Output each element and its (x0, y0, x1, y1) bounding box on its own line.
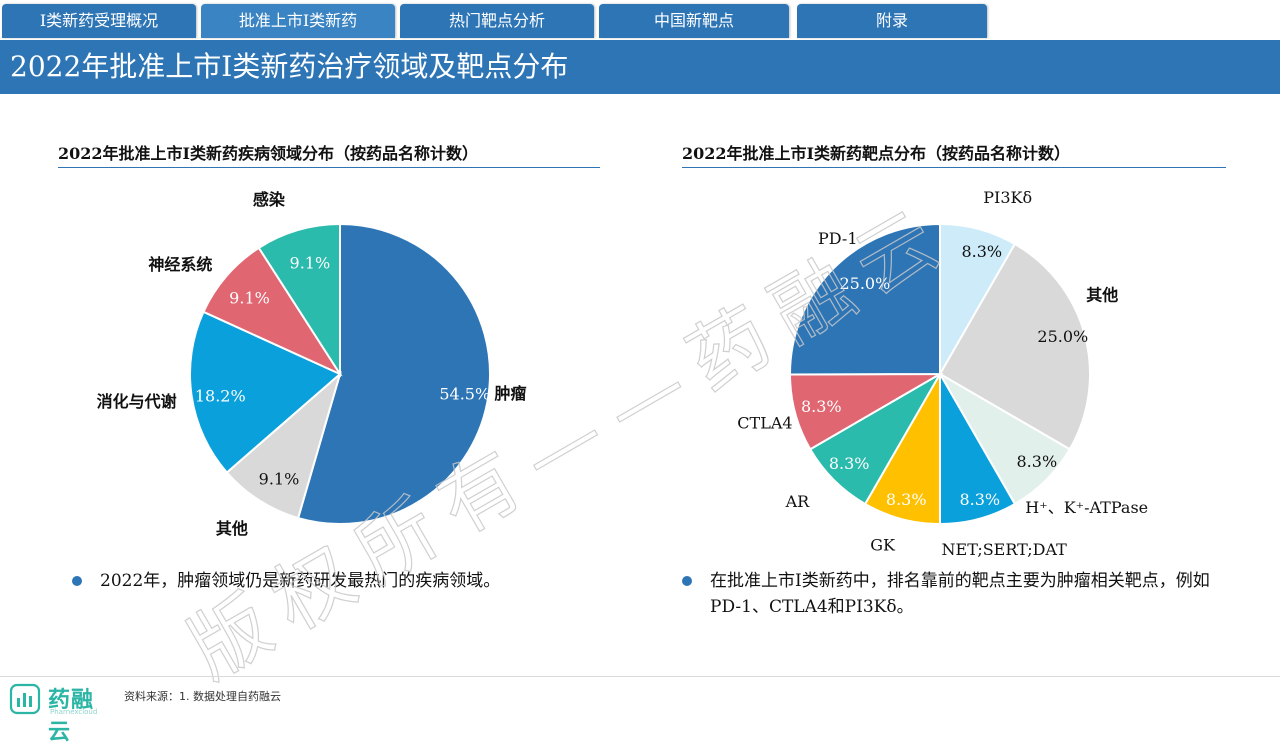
pie-slice (189, 310, 342, 474)
logo-subtext: Pharnexcloud (50, 708, 98, 716)
left-bullet-text: 2022年，肿瘤领域仍是新药研发最热门的疾病领域。 (100, 571, 501, 591)
pie-category-label: PD-1 (818, 229, 857, 248)
pie-slice (296, 222, 491, 525)
pie-value-label: 8.3% (959, 490, 1000, 509)
pie-value-label: 25.0% (839, 274, 890, 293)
pie-value-label: 9.1% (229, 288, 270, 307)
logo: 药融云 Pharnexcloud (8, 682, 108, 745)
pie-slice (789, 222, 941, 376)
pie-slice (257, 222, 341, 378)
tab-approved-drugs[interactable]: 批准上市I类新药 (201, 4, 395, 38)
pie-category-label: 其他 (1086, 286, 1118, 305)
pie-category-label: 感染 (253, 190, 286, 209)
pie-value-label: 9.1% (259, 470, 300, 489)
pie-slice (938, 242, 1091, 451)
pie-value-label: 54.5% (439, 384, 490, 403)
tab-bar: I类新药受理概况 批准上市I类新药 热门靶点分析 中国新靶点 附录 (0, 0, 1280, 40)
pie-value-label: 8.3% (961, 242, 1002, 261)
pie-value-label: 8.3% (801, 397, 842, 416)
pie-slice (202, 246, 343, 377)
pie-category-label: 其他 (216, 519, 248, 538)
pie-category-label: H⁺、K⁺-ATPase (1025, 498, 1148, 517)
pie-category-label: 神经系统 (148, 255, 212, 274)
tab-hot-targets[interactable]: 热门靶点分析 (400, 4, 594, 38)
pie-value-label: 8.3% (1017, 452, 1058, 471)
pie-category-label: 消化与代谢 (97, 392, 177, 411)
pie-category-label: GK (870, 535, 896, 554)
footer-divider (0, 676, 1280, 677)
logo-mark-icon (9, 683, 41, 715)
target-pie-chart: 8.3% PI3Kδ 25.0% 其他 8.3% H⁺、K⁺-ATPase 8.3% NET;… (737, 188, 1148, 559)
pie-category-label: AR (785, 492, 811, 511)
left-bullet: 2022年，肿瘤领域仍是新药研发最热门的疾病领域。 (72, 568, 612, 594)
pie-value-label: 25.0% (1037, 327, 1088, 346)
pie-category-label: 肿瘤 (494, 384, 526, 403)
bullet-dot-icon (72, 576, 82, 586)
pie-value-label: 8.3% (829, 454, 870, 473)
bullet-dot-icon (682, 576, 692, 586)
tab-china-new-targets[interactable]: 中国新靶点 (599, 4, 789, 38)
pie-value-label: 18.2% (195, 387, 246, 406)
source-note: 资料来源：1. 数据处理自药融云 (124, 690, 281, 703)
pie-value-label: 9.1% (290, 254, 331, 273)
pie-slice (225, 371, 342, 520)
page-title: 2022年批准上市I类新药治疗领域及靶点分布 (0, 40, 1280, 94)
pie-value-label: 8.3% (886, 490, 927, 509)
tab-overview[interactable]: I类新药受理概况 (2, 4, 196, 38)
pie-category-label: CTLA4 (737, 414, 792, 433)
right-bullet-text: 在批准上市I类新药中，排名靠前的靶点主要为肿瘤相关靶点，例如PD-1、CTLA4… (710, 571, 1210, 617)
pie-category-label: PI3Kδ (983, 188, 1032, 207)
right-chart-subtitle: 2022年批准上市I类新药靶点分布（按药品名称计数） (682, 140, 1226, 168)
right-bullet: 在批准上市I类新药中，排名靠前的靶点主要为肿瘤相关靶点，例如PD-1、CTLA4… (682, 568, 1232, 620)
left-chart-subtitle: 2022年批准上市I类新药疾病领域分布（按药品名称计数） (58, 140, 600, 168)
pie-category-label: NET;SERT;DAT (942, 540, 1068, 559)
disease-area-pie-chart: 54.5% 肿瘤 9.1% 其他 18.2% 消化与代谢 9.1% 神经系统 9.1% 感染 (97, 190, 527, 538)
tab-appendix[interactable]: 附录 (797, 4, 987, 38)
